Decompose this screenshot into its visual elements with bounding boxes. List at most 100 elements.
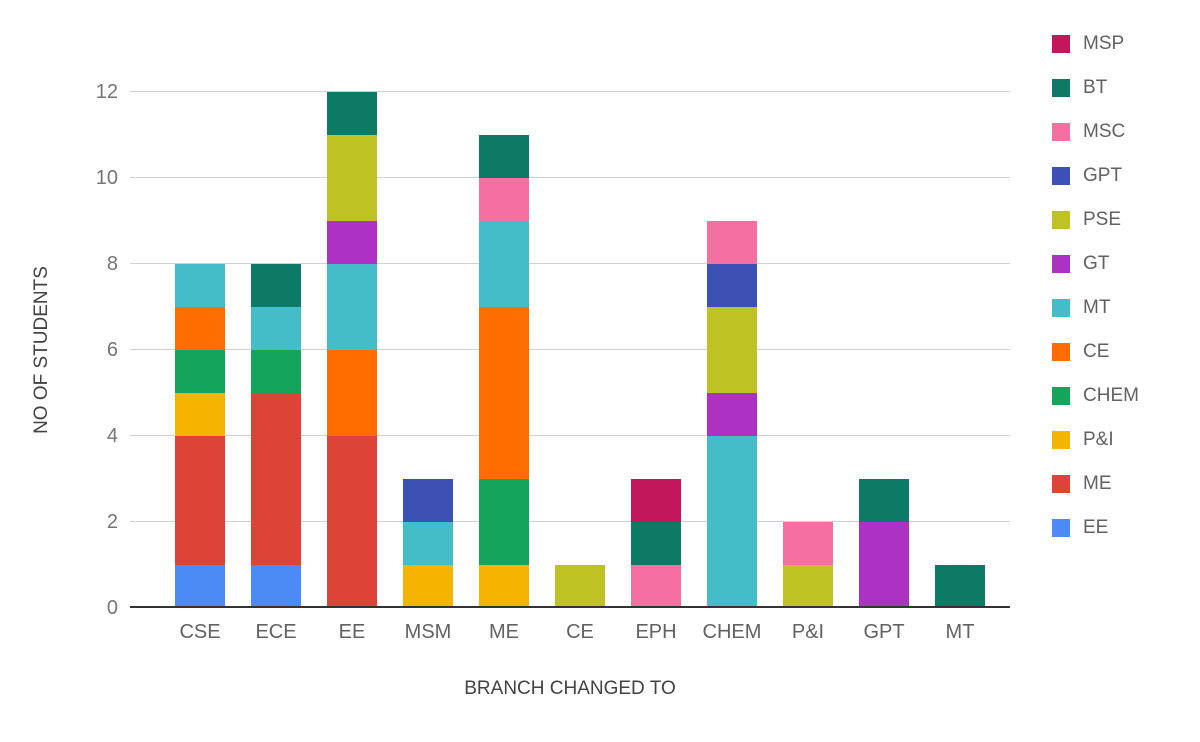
y-tick-label-4: 4 [106, 425, 118, 447]
legend-item-chem: CHEM [1052, 384, 1139, 408]
legend-label-msp: MSP [1083, 33, 1125, 54]
bar-segment-pandi-msc[interactable] [783, 522, 833, 565]
bar-segment-eph-msp[interactable] [631, 479, 681, 522]
legend-label-ee: EE [1083, 517, 1109, 538]
bar-msm [403, 92, 453, 608]
legend-item-mt: MT [1052, 296, 1139, 320]
legend-label-gpt: GPT [1083, 165, 1123, 186]
bar-segment-chem-pse[interactable] [707, 307, 757, 393]
bar-segment-ece-me[interactable] [251, 393, 301, 565]
bar-segment-gpt-gt[interactable] [859, 522, 909, 608]
x-axis-baseline [130, 606, 1010, 608]
x-axis: CSE ECE EE MSM ME CE EPH CHEM P&I GPT MT [130, 620, 1010, 646]
y-tick-label-12: 12 [95, 81, 118, 103]
bar-segment-chem-mt[interactable] [707, 436, 757, 608]
bar-segment-ee-pse[interactable] [327, 135, 377, 221]
bar-segment-msm-gpt[interactable] [403, 479, 453, 522]
legend-swatch-me [1052, 475, 1070, 493]
bar-segment-ce-pse[interactable] [555, 565, 605, 608]
legend-item-msc: MSC [1052, 120, 1139, 144]
x-tick-label-ece: ECE [255, 621, 297, 643]
bar-segment-cse-chem[interactable] [175, 350, 225, 393]
bar-segment-ee-bt[interactable] [327, 92, 377, 135]
legend-swatch-msp [1052, 35, 1070, 53]
bar-me [479, 92, 529, 608]
x-tick-label-msm: MSM [404, 621, 452, 643]
x-tick-label-chem: CHEM [702, 621, 762, 643]
legend-item-msp: MSP [1052, 32, 1139, 56]
legend-item-bt: BT [1052, 76, 1139, 100]
gridline [130, 263, 1010, 264]
gridline [130, 177, 1010, 178]
bar-segment-mt-bt[interactable] [935, 565, 985, 608]
bar-segment-gpt-bt[interactable] [859, 479, 909, 522]
legend-label-msc: MSC [1083, 121, 1126, 142]
legend-swatch-msc [1052, 123, 1070, 141]
bar-segment-ee-mt[interactable] [327, 264, 377, 350]
y-tick-label-6: 6 [106, 339, 118, 361]
bar-gpt [859, 92, 909, 608]
bar-segment-me-mt[interactable] [479, 221, 529, 307]
legend-item-ee: EE [1052, 516, 1139, 540]
legend-label-pandi: P&I [1083, 429, 1114, 450]
bar-segment-me-ce[interactable] [479, 307, 529, 479]
bar-segment-ece-mt[interactable] [251, 307, 301, 350]
x-tick-label-gpt: GPT [863, 621, 905, 643]
bar-segment-ece-bt[interactable] [251, 264, 301, 307]
x-tick-label-mt: MT [945, 621, 975, 643]
bar-segment-cse-mt[interactable] [175, 264, 225, 307]
bar-segment-cse-me[interactable] [175, 436, 225, 565]
bar-segment-me-chem[interactable] [479, 479, 529, 565]
legend-label-ce: CE [1083, 341, 1110, 362]
bar-pandi [783, 92, 833, 608]
x-tick-label-ce: CE [566, 621, 594, 643]
bar-segment-ee-gt[interactable] [327, 221, 377, 264]
gridline [130, 349, 1010, 350]
legend-swatch-chem [1052, 387, 1070, 405]
bar-segment-ee-me[interactable] [327, 436, 377, 608]
bar-chem [707, 92, 757, 608]
legend: MSP BT MSC GPT PSE GT MT CE CHEM P&I ME EE [1052, 32, 1139, 560]
legend-label-gt: GT [1083, 253, 1110, 274]
legend-label-chem: CHEM [1083, 385, 1139, 406]
x-tick-label-ee: EE [338, 621, 366, 643]
legend-label-me: ME [1083, 473, 1112, 494]
bar-segment-ece-ee[interactable] [251, 565, 301, 608]
bar-segment-chem-gpt[interactable] [707, 264, 757, 307]
bar-ee [327, 92, 377, 608]
legend-label-mt: MT [1083, 297, 1111, 318]
bar-segment-msm-mt[interactable] [403, 522, 453, 565]
legend-item-gpt: GPT [1052, 164, 1139, 188]
bar-segment-me-bt[interactable] [479, 135, 529, 178]
bar-eph [631, 92, 681, 608]
bar-segment-me-pandi[interactable] [479, 565, 529, 608]
bar-segment-msm-pandi[interactable] [403, 565, 453, 608]
bar-segment-me-msc[interactable] [479, 178, 529, 221]
y-tick-label-8: 8 [106, 253, 118, 275]
bar-segment-cse-pandi[interactable] [175, 393, 225, 436]
legend-swatch-gt [1052, 255, 1070, 273]
bar-segment-cse-ce[interactable] [175, 307, 225, 350]
legend-swatch-bt [1052, 79, 1070, 97]
legend-swatch-ee [1052, 519, 1070, 537]
bar-segment-pandi-pse[interactable] [783, 565, 833, 608]
bar-segment-eph-msc[interactable] [631, 565, 681, 608]
legend-item-pse: PSE [1052, 208, 1139, 232]
x-tick-label-cse: CSE [179, 621, 221, 643]
x-tick-label-eph: EPH [635, 621, 677, 643]
bar-segment-chem-gt[interactable] [707, 393, 757, 436]
x-axis-title: BRANCH CHANGED TO [464, 678, 676, 699]
plot-area [130, 91, 1010, 608]
bar-segment-eph-bt[interactable] [631, 522, 681, 565]
bar-ce [555, 92, 605, 608]
bar-segment-cse-ee[interactable] [175, 565, 225, 608]
bar-cse [175, 92, 225, 608]
bar-segment-chem-msc[interactable] [707, 221, 757, 264]
bar-segment-ece-chem[interactable] [251, 350, 301, 393]
legend-swatch-mt [1052, 299, 1070, 317]
bar-segment-ee-ce[interactable] [327, 350, 377, 436]
legend-swatch-pandi [1052, 431, 1070, 449]
bar-ece [251, 92, 301, 608]
legend-item-gt: GT [1052, 252, 1139, 276]
